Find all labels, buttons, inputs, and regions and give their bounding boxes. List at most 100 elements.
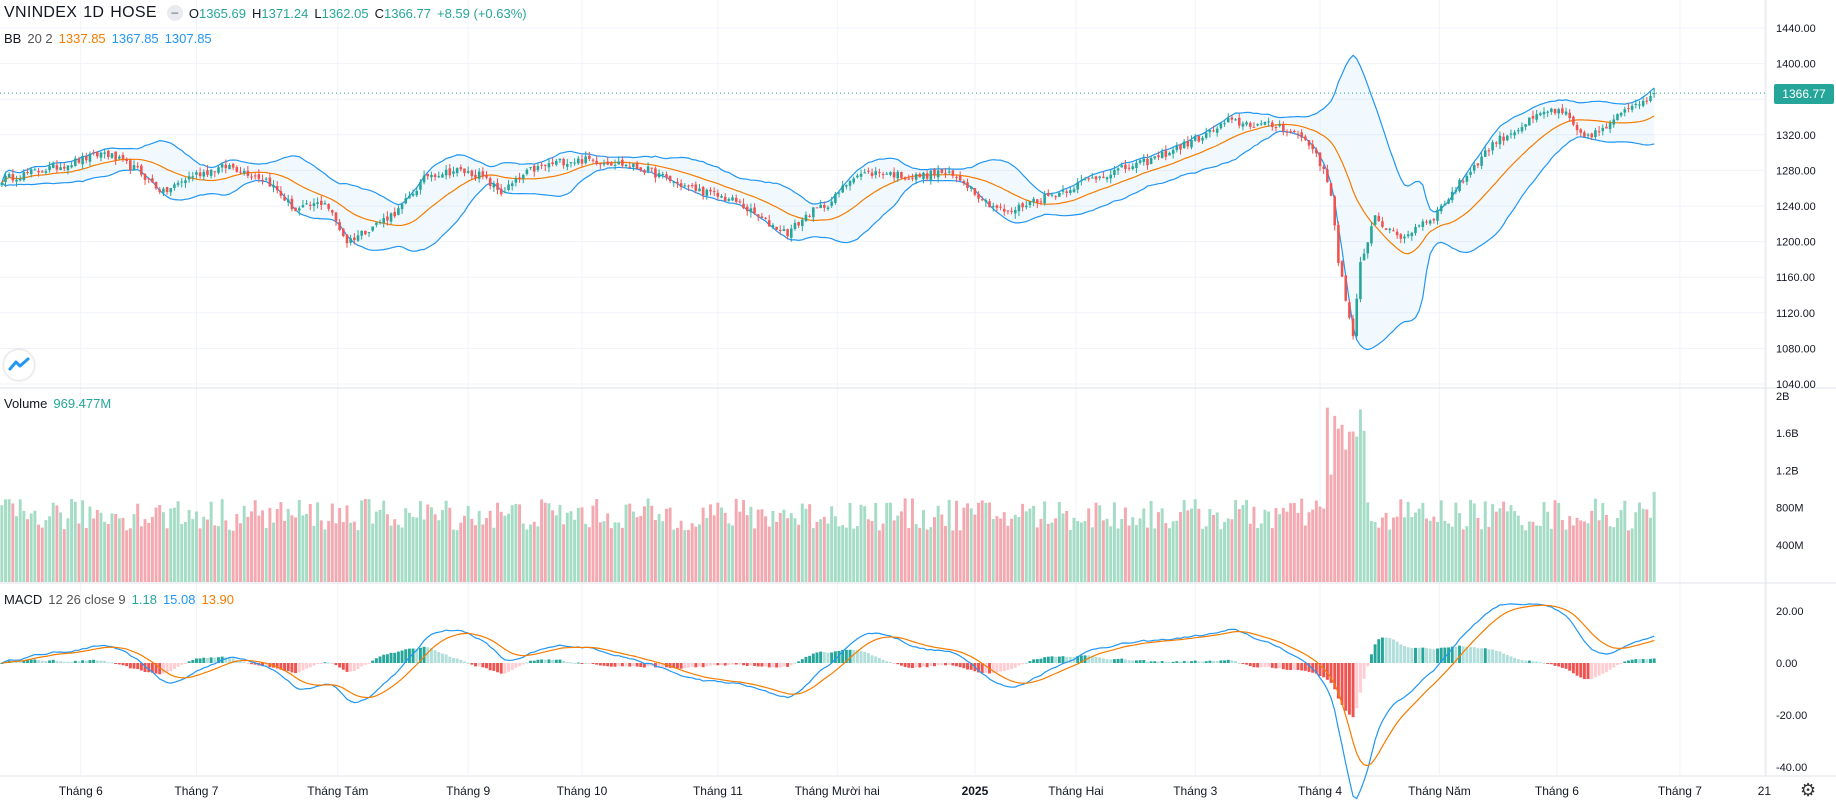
macd-histogram-bar: [1013, 663, 1017, 668]
candle-body: [973, 188, 977, 195]
volume-bar: [213, 525, 217, 582]
volume-bar: [272, 522, 276, 582]
macd-legend[interactable]: MACD 12 26 close 9 1.18 15.08 13.90: [4, 592, 240, 607]
volume-bar: [1105, 518, 1109, 582]
macd-histogram-bar: [1491, 649, 1495, 663]
candle-body: [118, 156, 121, 159]
candle-body: [947, 171, 951, 173]
volume-bar: [1046, 523, 1050, 582]
candle-body: [294, 207, 297, 212]
candle-body: [727, 199, 731, 201]
macd-histogram-bar: [114, 663, 118, 664]
volume-bar: [646, 498, 650, 582]
macd-histogram-bar: [1553, 663, 1557, 666]
candle-body: [275, 185, 279, 191]
volume-bar: [400, 527, 404, 582]
macd-histogram-bar: [1612, 663, 1616, 668]
bb-legend[interactable]: BB 20 2 1337.85 1367.85 1307.85: [4, 31, 218, 46]
macd-histogram-bar: [841, 649, 845, 663]
volume-bar: [1065, 510, 1069, 582]
macd-histogram-bar: [1215, 660, 1219, 663]
volume-bar: [327, 521, 331, 582]
macd-histogram-bar: [525, 662, 529, 664]
candle-body: [220, 164, 224, 168]
candle-body: [922, 172, 925, 180]
macd-histogram-bar: [962, 663, 966, 669]
macd-histogram-bar: [382, 654, 386, 663]
volume-bar: [1333, 415, 1337, 582]
symbol-name[interactable]: VNINDEX: [4, 4, 78, 21]
volume-bar: [246, 516, 250, 582]
candle-body: [1428, 220, 1432, 224]
macd-histogram-bar: [1347, 663, 1351, 715]
volume-bar: [294, 517, 298, 582]
candle-body: [1256, 124, 1259, 126]
candle-body: [1263, 121, 1267, 125]
candle-body: [591, 159, 595, 161]
candle-body: [778, 230, 782, 232]
macd-histogram-bar: [587, 663, 591, 664]
volume-bar: [1472, 503, 1476, 582]
macd-histogram-bar: [1076, 656, 1080, 663]
macd-histogram-bar: [136, 663, 140, 670]
macd-histogram-bar: [881, 659, 885, 663]
candle-body: [1010, 210, 1013, 212]
candle-body: [323, 203, 327, 205]
macd-histogram-bar: [492, 663, 496, 671]
candle-body: [51, 163, 55, 168]
macd-histogram-bar: [1579, 663, 1583, 678]
volume-bar: [918, 527, 922, 582]
macd-histogram-bar: [921, 663, 925, 667]
macd-histogram-bar: [330, 663, 334, 664]
candle-body: [1326, 169, 1329, 183]
candle-body: [1355, 298, 1359, 336]
candle-body: [1491, 142, 1494, 151]
candle-body: [253, 175, 257, 177]
volume-bar: [1329, 474, 1333, 582]
candle-body: [621, 159, 624, 166]
volume-legend[interactable]: Volume 969.477M: [4, 396, 117, 411]
gear-icon[interactable]: ⚙: [1800, 780, 1817, 800]
volume-bar: [191, 519, 195, 582]
candle-body: [397, 208, 400, 215]
macd-histogram-bar: [503, 663, 507, 674]
macd-histogram-bar: [1002, 663, 1006, 672]
candle-body: [264, 178, 268, 180]
candle-body: [154, 181, 158, 189]
candle-body: [1069, 190, 1072, 193]
candle-body: [742, 203, 745, 209]
volume-bar: [675, 527, 679, 582]
tradingview-logo[interactable]: [4, 350, 34, 380]
candle-body: [808, 215, 811, 217]
macd-histogram-bar: [1469, 647, 1473, 663]
volume-bar: [1248, 523, 1252, 582]
collapse-icon[interactable]: –: [166, 5, 183, 21]
volume-bar: [150, 516, 154, 582]
macd-histogram-bar: [1626, 660, 1630, 663]
volume-bar: [587, 527, 591, 582]
candle-body: [1054, 196, 1057, 198]
interval-label[interactable]: 1D: [83, 4, 105, 21]
macd-histogram-bar: [308, 663, 312, 668]
volume-bar: [228, 529, 231, 582]
volume-bar: [250, 511, 253, 582]
candle-body: [342, 228, 345, 237]
volume-bar: [1303, 525, 1307, 582]
volume-bar: [1608, 526, 1612, 582]
volume-bar: [793, 518, 797, 582]
candle-body: [349, 238, 352, 243]
volume-bar: [536, 526, 540, 582]
macd-histogram-bar: [139, 663, 143, 671]
macd-histogram-bar: [1017, 663, 1021, 666]
macd-histogram-bar: [1476, 648, 1480, 663]
volume-bar: [1116, 528, 1120, 582]
volume-bar: [1215, 512, 1219, 582]
volume-bar: [1465, 526, 1469, 582]
macd-histogram-bar: [738, 663, 742, 665]
macd-histogram-bar: [422, 646, 426, 663]
volume-bar: [1582, 521, 1586, 582]
candle-body: [132, 165, 136, 170]
candle-body: [1649, 96, 1652, 101]
macd-histogram-bar: [334, 663, 338, 666]
